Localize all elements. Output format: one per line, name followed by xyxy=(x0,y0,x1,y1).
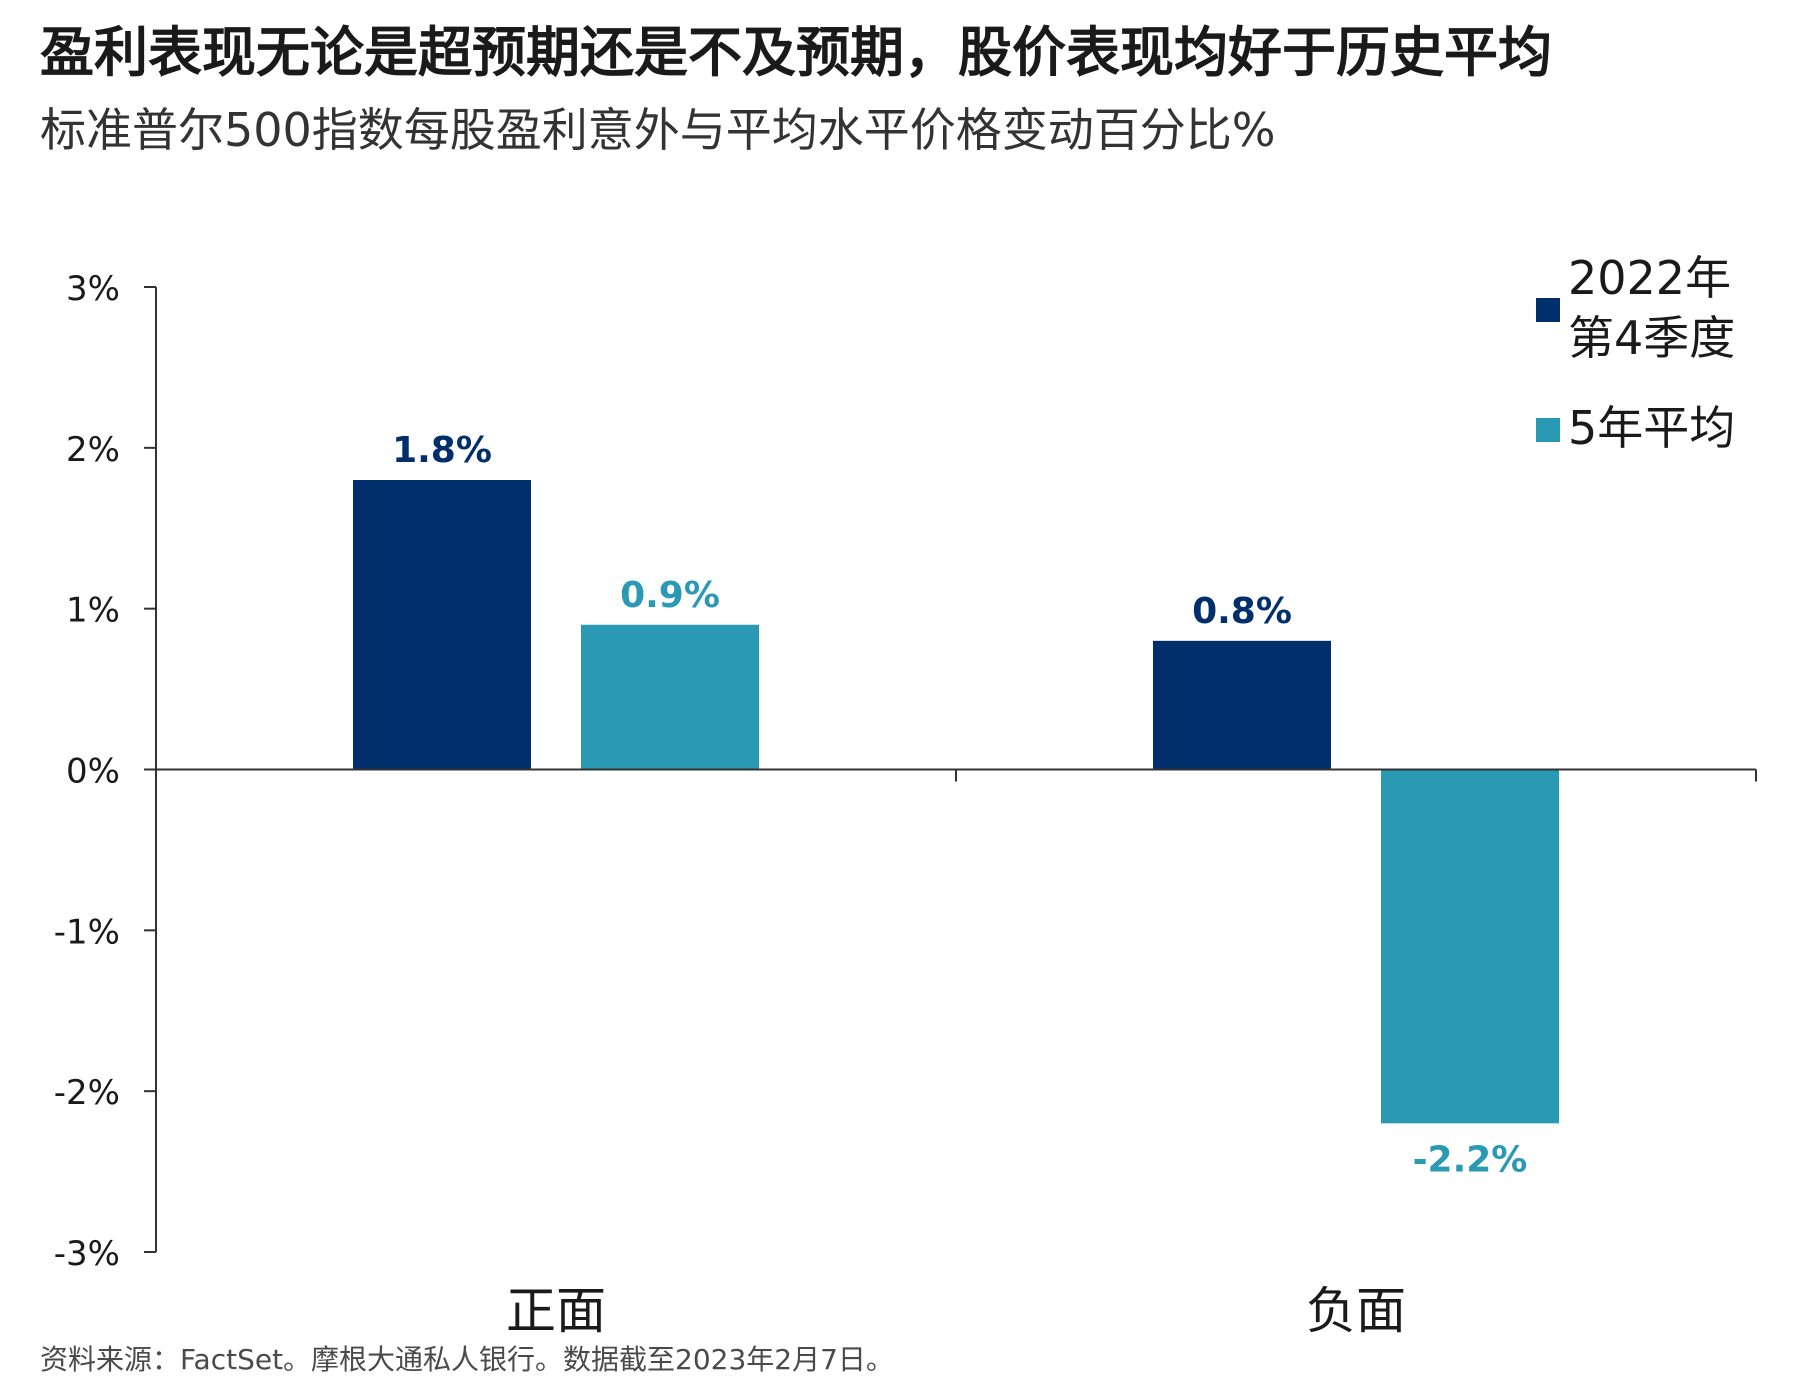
data-label: -2.2% xyxy=(1413,1139,1528,1180)
y-tick-label: 0% xyxy=(66,752,120,792)
legend-swatch xyxy=(1536,418,1560,442)
legend-swatch xyxy=(1536,298,1560,322)
y-tick-label: 1% xyxy=(66,591,120,631)
bar xyxy=(581,624,759,770)
y-tick-label: 2% xyxy=(66,430,120,470)
legend-label: 5年平均 xyxy=(1568,401,1735,455)
y-tick-label: 3% xyxy=(66,269,120,309)
bar xyxy=(353,480,531,770)
y-tick-label: -3% xyxy=(54,1234,120,1274)
chart-subtitle: 标准普尔500指数每股盈利意外与平均水平价格变动百分比% xyxy=(40,103,1276,157)
legend-label: 第4季度 xyxy=(1568,311,1735,365)
y-tick-label: -1% xyxy=(54,912,120,952)
chart-title: 盈利表现无论是超预期还是不及预期，股价表现均好于历史平均 xyxy=(40,21,1552,84)
data-label: 0.9% xyxy=(620,575,720,616)
bar xyxy=(1153,640,1331,770)
x-category-label: 正面 xyxy=(506,1282,606,1340)
bar xyxy=(1381,769,1559,1124)
data-label: 1.8% xyxy=(392,430,492,471)
x-category-label: 负面 xyxy=(1306,1282,1406,1340)
y-tick-label: -2% xyxy=(54,1073,120,1113)
legend-label: 2022年 xyxy=(1568,251,1731,305)
source-note: 资料来源：FactSet。摩根大通私人银行。数据截至2023年2月7日。 xyxy=(40,1343,894,1376)
data-label: 0.8% xyxy=(1192,591,1292,632)
